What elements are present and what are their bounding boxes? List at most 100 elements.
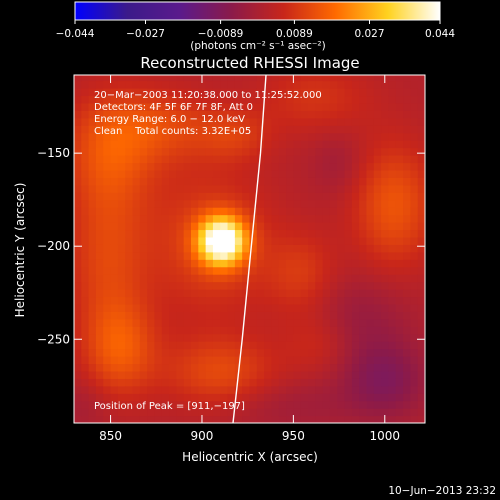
- heatmap-cell: [234, 348, 243, 357]
- colorbar-tick-label: 0.0089: [276, 28, 313, 40]
- heatmap-cell: [329, 296, 338, 305]
- heatmap-cell: [103, 155, 112, 164]
- heatmap-cell: [256, 303, 265, 312]
- heatmap-cell: [264, 102, 273, 111]
- heatmap-cell: [410, 289, 419, 298]
- heatmap-cell: [388, 229, 397, 238]
- heatmap-cell: [337, 214, 346, 223]
- heatmap-cell: [81, 393, 90, 402]
- heatmap-cell: [234, 408, 243, 417]
- heatmap-cell: [161, 147, 170, 156]
- heatmap-cell: [293, 214, 302, 223]
- heatmap-cell: [264, 363, 273, 372]
- heatmap-cell: [95, 147, 104, 156]
- heatmap-cell: [300, 102, 309, 111]
- heatmap-cell: [74, 236, 82, 245]
- heatmap-cell: [234, 132, 243, 141]
- heatmap-cell: [154, 326, 163, 335]
- heatmap-cell: [351, 169, 360, 178]
- heatmap-cell: [161, 400, 170, 409]
- heatmap-cell: [139, 363, 148, 372]
- heatmap-cell: [88, 192, 97, 201]
- heatmap-cell: [344, 192, 353, 201]
- heatmap-cell: [264, 125, 273, 134]
- heatmap-cell: [249, 88, 258, 97]
- heatmap-cell: [271, 363, 280, 372]
- heatmap-cell: [139, 408, 148, 417]
- heatmap-cell: [410, 400, 419, 409]
- heatmap-cell: [74, 259, 82, 268]
- heatmap-cell: [359, 348, 368, 357]
- heatmap-cell: [337, 110, 346, 119]
- heatmap-cell: [125, 370, 134, 379]
- heatmap-cell: [249, 341, 258, 350]
- heatmap-cell: [191, 326, 199, 335]
- heatmap-cell: [234, 281, 243, 290]
- heatmap-cell: [183, 363, 192, 372]
- heatmap-cell: [300, 229, 309, 238]
- heatmap-cell: [322, 207, 331, 216]
- heatmap-cell: [249, 75, 258, 82]
- heatmap-cell: [293, 244, 302, 253]
- heatmap-cell: [154, 110, 163, 119]
- heatmap-cell: [249, 274, 258, 283]
- heatmap-cell: [395, 117, 404, 126]
- heatmap-cell: [337, 266, 346, 275]
- heatmap-cell: [395, 385, 404, 394]
- heatmap-cell: [227, 75, 236, 82]
- heatmap-cell: [220, 147, 229, 156]
- heatmap-cell: [198, 102, 207, 111]
- heatmap-cell: [183, 296, 192, 305]
- heatmap-cell: [154, 169, 163, 178]
- heatmap-cell: [103, 117, 112, 126]
- heatmap-cell: [110, 177, 119, 186]
- heatmap-cell: [322, 155, 331, 164]
- heatmap-cell: [381, 117, 390, 126]
- heatmap-cell: [74, 110, 82, 119]
- heatmap-cell: [125, 266, 134, 275]
- heatmap-cell: [359, 363, 368, 372]
- heatmap-cell: [359, 281, 368, 290]
- heatmap-cell: [154, 296, 163, 305]
- heatmap-cell: [169, 348, 177, 357]
- heatmap-cell: [315, 222, 324, 231]
- heatmap-cell: [388, 110, 397, 119]
- heatmap-cell: [227, 266, 236, 275]
- heatmap-cell: [147, 415, 156, 423]
- heatmap-cell: [147, 140, 156, 149]
- heatmap-cell: [315, 236, 324, 245]
- heatmap-cell: [227, 303, 236, 312]
- heatmap-cell: [264, 147, 273, 156]
- heatmap-cell: [176, 274, 185, 283]
- heatmap-cell: [293, 162, 302, 171]
- x-axis-label: Heliocentric X (arcsec): [182, 450, 318, 464]
- heatmap-cell: [169, 125, 177, 134]
- heatmap-cell: [132, 266, 141, 275]
- heatmap-cell: [234, 147, 243, 156]
- heatmap-cell: [95, 132, 104, 141]
- heatmap-cell: [132, 102, 141, 111]
- observation-info: 20−Mar−2003 11:20:38.000 to 11:25:52.000…: [94, 90, 322, 137]
- heatmap-cell: [132, 125, 141, 134]
- heatmap-cell: [271, 117, 280, 126]
- heatmap-cell: [198, 303, 207, 312]
- heatmap-cell: [264, 132, 273, 141]
- heatmap-cell: [117, 147, 126, 156]
- heatmap-cell: [271, 289, 280, 298]
- heatmap-cell: [293, 140, 302, 149]
- heatmap-cell: [315, 169, 324, 178]
- heatmap-cell: [176, 311, 185, 320]
- heatmap-cell: [403, 80, 411, 89]
- heatmap-cell: [176, 80, 185, 89]
- heatmap-cell: [139, 400, 148, 409]
- heatmap-cell: [366, 378, 375, 387]
- heatmap-cell: [169, 378, 177, 387]
- heatmap-cell: [154, 251, 163, 260]
- heatmap-cell: [147, 266, 156, 275]
- heatmap-cell: [249, 236, 258, 245]
- heatmap-cell: [88, 251, 97, 260]
- heatmap-cell: [249, 162, 258, 171]
- heatmap-cell: [103, 102, 112, 111]
- heatmap-cell: [242, 117, 251, 126]
- heatmap-cell: [161, 259, 170, 268]
